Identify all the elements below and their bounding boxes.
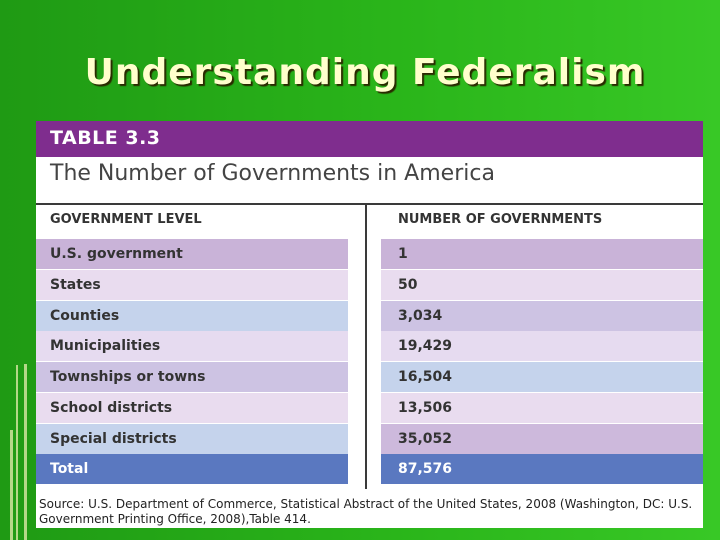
table-row: U.S. government 1: [36, 239, 703, 269]
table-banner: TABLE 3.3: [36, 121, 703, 157]
table-figure: TABLE 3.3 The Number of Governments in A…: [36, 121, 703, 528]
government-level-cell: School districts: [36, 393, 348, 423]
table-row: Municipalities 19,429: [36, 331, 703, 362]
source-note: Source: U.S. Department of Commerce, Sta…: [39, 497, 693, 526]
decorative-bar: [10, 430, 13, 540]
government-level-cell: Townships or towns: [36, 362, 348, 393]
column-divider: [365, 205, 367, 489]
table-row: States 50: [36, 269, 703, 300]
table-row: Special districts 35,052: [36, 423, 703, 454]
slide-title: Understanding Federalism: [84, 52, 646, 93]
header-rule: [36, 203, 703, 205]
government-count-cell: 3,034: [381, 300, 703, 331]
table-total-row: Total 87,576: [36, 454, 703, 484]
government-level-cell: Special districts: [36, 423, 348, 454]
government-count-cell: 13,506: [381, 393, 703, 423]
government-level-cell: States: [36, 269, 348, 300]
column-header-level: GOVERNMENT LEVEL: [50, 212, 202, 227]
table-row: School districts 13,506: [36, 393, 703, 423]
table-title: The Number of Governments in America: [50, 161, 495, 186]
table-number: TABLE 3.3: [50, 127, 161, 149]
government-count-cell: 16,504: [381, 362, 703, 393]
government-level-cell: U.S. government: [36, 239, 348, 269]
table-row: Townships or towns 16,504: [36, 362, 703, 393]
total-count: 87,576: [381, 454, 703, 484]
government-level-cell: Municipalities: [36, 331, 348, 362]
government-count-cell: 19,429: [381, 331, 703, 362]
column-header-count: NUMBER OF GOVERNMENTS: [398, 212, 603, 227]
government-count-cell: 35,052: [381, 423, 703, 454]
government-level-cell: Counties: [36, 300, 348, 331]
table-row: Counties 3,034: [36, 300, 703, 331]
total-label: Total: [36, 454, 348, 484]
decorative-bar: [24, 364, 27, 540]
government-count-cell: 1: [381, 239, 703, 269]
decorative-bar: [16, 365, 18, 540]
government-count-cell: 50: [381, 269, 703, 300]
